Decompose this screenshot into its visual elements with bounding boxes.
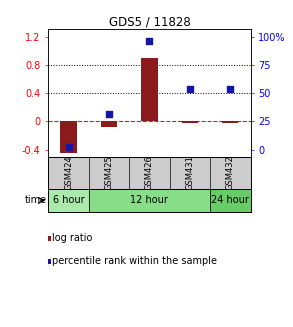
Text: GSM432: GSM432: [226, 155, 235, 190]
Point: [228, 86, 233, 91]
Bar: [210, 189, 251, 212]
Bar: [89, 189, 210, 212]
Point: [107, 111, 111, 116]
Text: time: time: [25, 196, 47, 205]
Text: 24 hour: 24 hour: [211, 196, 249, 205]
Text: 12 hour: 12 hour: [130, 196, 168, 205]
Bar: [182, 121, 198, 123]
Bar: [48, 189, 89, 212]
Bar: [60, 121, 77, 153]
Point: [66, 144, 71, 149]
Bar: [101, 121, 117, 127]
Text: GSM425: GSM425: [105, 155, 113, 190]
Text: GSM424: GSM424: [64, 155, 73, 190]
Bar: [141, 58, 158, 121]
Text: percentile rank within the sample: percentile rank within the sample: [52, 256, 217, 266]
Text: 6 hour: 6 hour: [53, 196, 84, 205]
Point: [147, 39, 152, 44]
Bar: [222, 121, 239, 123]
Text: GSM431: GSM431: [185, 155, 194, 190]
Title: GDS5 / 11828: GDS5 / 11828: [108, 15, 190, 28]
Text: GSM426: GSM426: [145, 155, 154, 190]
Text: log ratio: log ratio: [52, 233, 93, 243]
Point: [188, 86, 192, 91]
